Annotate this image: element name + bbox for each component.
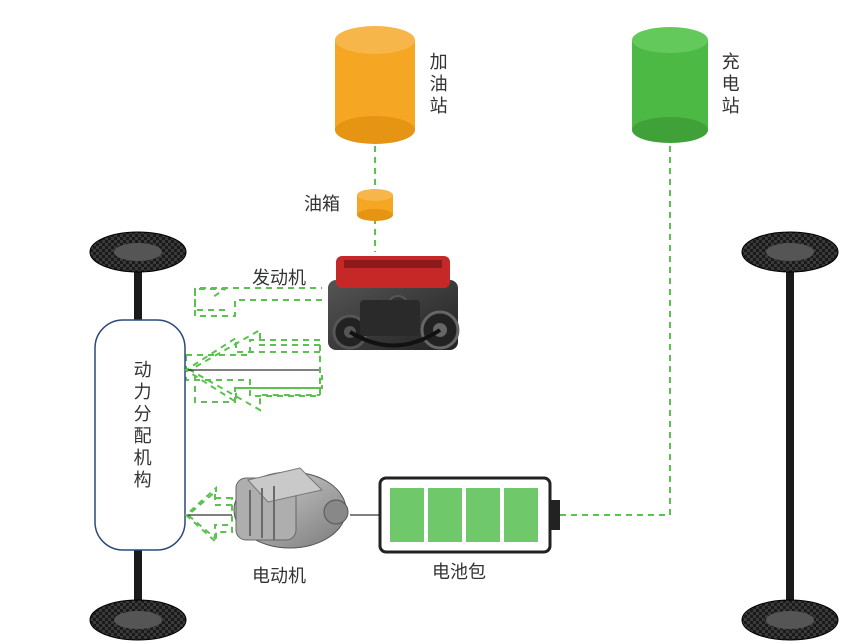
fuel-tank-label: 油箱 [304, 194, 340, 216]
connections [186, 135, 670, 515]
engine-label: 发动机 [252, 268, 306, 290]
charging-station-cylinder [632, 27, 708, 143]
gas-station-label: 加油站 [426, 52, 448, 118]
fuel-tank-cylinder [357, 189, 393, 221]
engine-icon [328, 256, 458, 350]
battery-label: 电池包 [432, 562, 486, 584]
charging-station-label: 充电站 [718, 52, 740, 118]
motor-label: 电动机 [252, 566, 306, 588]
gas-station-cylinder [335, 26, 415, 144]
motor-icon [234, 468, 348, 548]
battery-pack [380, 478, 560, 552]
bi-arrows [188, 330, 320, 538]
right-axle-assembly [742, 232, 838, 640]
pdm-label: 动力分配机构 [130, 360, 152, 492]
